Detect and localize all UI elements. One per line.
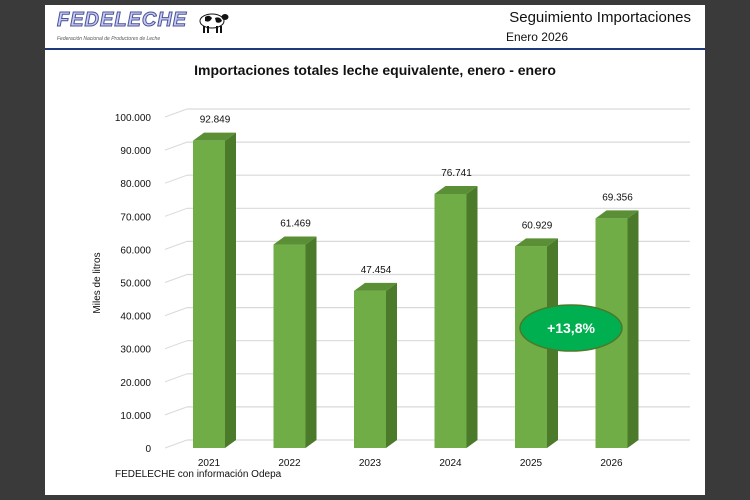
source-note: FEDELECHE con información Odepa — [115, 469, 282, 480]
gridline-slant — [164, 406, 188, 416]
gridline-slant — [164, 108, 188, 118]
gridline-slant — [164, 307, 188, 317]
data-label: 69.356 — [602, 192, 633, 203]
bar-top — [193, 132, 236, 141]
bar-top — [434, 185, 478, 194]
y-axis-label: Miles de litros — [92, 252, 103, 313]
data-label: 60.929 — [522, 220, 553, 231]
chart-title: Importaciones totales leche equivalente,… — [194, 62, 556, 78]
bar-side — [627, 210, 639, 448]
bar-top — [354, 282, 397, 291]
data-label: 92.849 — [200, 115, 231, 126]
logo-text: FEDELECHE — [56, 9, 188, 32]
growth-badge — [519, 304, 623, 352]
gridline-slant — [164, 340, 188, 350]
data-label: 76.741 — [441, 168, 472, 179]
gridline-slant — [164, 373, 188, 383]
y-tick-label: 100.000 — [115, 113, 152, 124]
gridline-slant — [164, 274, 188, 283]
bar — [193, 140, 225, 449]
bar-side — [305, 236, 317, 448]
header-title: Seguimiento Importaciones — [509, 9, 691, 26]
bar — [434, 193, 467, 448]
y-tick-label: 0 — [145, 444, 151, 455]
data-label: 47.454 — [361, 265, 392, 276]
y-tick-label: 20.000 — [120, 378, 151, 389]
x-tick-label: 2025 — [520, 458, 543, 469]
bar-side — [386, 282, 397, 448]
y-tick-label: 70.000 — [120, 212, 151, 223]
gridline-slant — [164, 141, 188, 151]
gridline-slant — [164, 174, 188, 184]
header-subtitle: Enero 2026 — [505, 30, 568, 44]
y-tick-label: 60.000 — [120, 245, 151, 256]
bar-top — [273, 236, 317, 245]
header-divider — [45, 48, 705, 50]
growth-badge-text: +13,8% — [547, 320, 595, 336]
bar-side — [225, 132, 236, 449]
y-tick-label: 40.000 — [120, 312, 151, 323]
y-tick-label: 90.000 — [120, 146, 151, 157]
gridline-slant — [164, 207, 188, 217]
x-tick-label: 2026 — [600, 458, 623, 469]
x-tick-label: 2023 — [359, 458, 382, 469]
data-label: 61.469 — [280, 219, 311, 230]
gridline-slant — [164, 439, 188, 449]
bar-top — [515, 238, 558, 247]
gridline-slant — [164, 240, 188, 250]
fedeleche-logo: FEDELECHE Federación Nacional de Product… — [56, 9, 229, 45]
bar — [354, 290, 386, 448]
y-tick-label: 10.000 — [120, 411, 151, 422]
logo-subtitle: Federación Nacional de Productores de Le… — [57, 36, 161, 42]
cow-icon — [199, 13, 229, 33]
x-tick-label: 2022 — [278, 458, 301, 469]
y-tick-label: 30.000 — [120, 345, 151, 356]
bar-side — [466, 185, 478, 448]
x-tick-label: 2021 — [198, 458, 221, 469]
y-tick-label: 80.000 — [120, 179, 151, 190]
y-tick-label: 50.000 — [120, 279, 151, 290]
bar-top — [595, 210, 639, 219]
x-tick-label: 2024 — [439, 458, 462, 469]
bar — [273, 244, 306, 448]
